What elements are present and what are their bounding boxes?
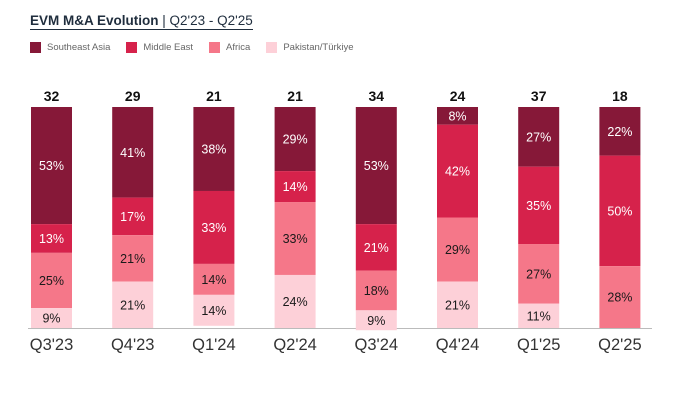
bar-total-label: 21 [287,88,303,104]
bar-segment-southeast-asia [193,107,235,191]
data-label-africa: 18% [364,284,389,298]
data-label-southeast-asia: 27% [526,130,551,144]
data-label-africa: 28% [607,291,632,305]
bar-segment-middle-east [193,190,235,264]
bar-segment-pakistan-t-rkiye [31,308,72,328]
data-label-southeast-asia: 8% [448,109,466,123]
data-label-southeast-asia: 53% [364,159,389,173]
data-label-pakistan-t-rkiye: 24% [283,295,308,309]
bar-segment-southeast-asia [355,107,397,225]
bar-segment-africa [112,235,154,282]
legend-swatch-southeast-asia [30,42,41,53]
legend-label-pakistan-turkiye: Pakistan/Türkiye [283,42,354,53]
data-label-middle-east: 13% [39,232,64,246]
legend-label-southeast-asia: Southeast Asia [47,42,111,53]
bar-segment-southeast-asia [274,107,316,172]
bar-segment-middle-east [31,224,72,253]
data-label-middle-east: 17% [120,210,145,224]
bar-segment-pakistan-t-rkiye [112,281,154,328]
data-label-africa: 29% [445,243,470,257]
bar-segment-middle-east [355,224,397,271]
data-label-middle-east: 21% [364,241,389,255]
data-label-southeast-asia: 29% [283,133,308,147]
data-label-southeast-asia: 22% [607,125,632,139]
bar-segment-southeast-asia [31,107,72,225]
bar-segment-southeast-asia [518,107,560,167]
x-tick-label: Q2'25 [598,336,642,354]
data-label-pakistan-t-rkiye: 9% [367,314,385,328]
chart-title: EVM M&A Evolution | Q2'23 - Q2'25 [30,13,253,30]
bar-segment-pakistan-t-rkiye [437,281,478,328]
chart-legend: Southeast Asia Middle East Africa Pakist… [30,42,354,53]
data-label-africa: 21% [120,252,145,266]
bar-total-label: 24 [450,88,466,104]
data-label-pakistan-t-rkiye: 21% [120,298,145,312]
data-label-pakistan-t-rkiye: 14% [201,304,226,318]
data-label-africa: 25% [39,274,64,288]
data-label-southeast-asia: 38% [201,142,226,156]
bar-segment-africa [518,244,560,304]
x-tick-label: Q3'24 [355,336,399,354]
legend-swatch-africa [209,42,221,53]
legend-label-middle-east: Middle East [143,42,194,53]
legend-item-southeast-asia: Southeast Asia [30,42,110,53]
bar-segment-pakistan-t-rkiye [355,310,397,331]
data-label-middle-east: 42% [445,165,470,179]
data-label-pakistan-t-rkiye: 11% [527,309,551,323]
bar-segment-middle-east [274,171,316,203]
data-label-pakistan-t-rkiye: 21% [445,298,470,312]
legend-item-middle-east: Middle East [126,42,193,53]
x-tick-label: Q4'24 [436,336,480,354]
chart-title-main: EVM M&A Evolution [30,13,159,28]
bar-segment-pakistan-t-rkiye [518,303,560,328]
x-tick-label: Q4'23 [111,336,155,354]
legend-swatch-middle-east [126,42,138,53]
bar-segment-southeast-asia [112,107,154,198]
data-label-pakistan-t-rkiye: 9% [42,312,60,326]
data-label-southeast-asia: 41% [120,146,145,160]
bar-segment-africa [599,266,641,328]
bar-segment-middle-east [112,197,154,236]
bar-segment-southeast-asia [599,107,641,156]
data-label-southeast-asia: 53% [39,159,64,173]
chart-title-subtitle: Q2'23 - Q2'25 [169,13,253,28]
x-tick-label: Q3'23 [30,336,74,354]
chart-title-separator: | [162,13,166,28]
data-label-middle-east: 35% [526,199,551,213]
data-label-middle-east: 14% [283,180,308,194]
bar-total-label: 18 [612,88,628,104]
legend-label-africa: Africa [226,42,251,53]
legend-item-pakistan-turkiye: Pakistan/Türkiye [266,42,354,53]
bar-segment-africa [355,270,397,311]
bar-segment-pakistan-t-rkiye [193,294,235,326]
bar-total-label: 37 [531,88,547,104]
data-label-africa: 33% [283,232,308,246]
legend-swatch-pakistan-turkiye [266,42,278,53]
data-label-africa: 14% [201,273,226,287]
bar-segment-africa [274,202,316,275]
bar-segment-africa [193,263,235,295]
bar-segment-africa [31,252,72,309]
bar-segment-middle-east [518,166,560,245]
x-tick-label: Q1'24 [192,336,236,354]
bar-segment-southeast-asia [437,107,478,125]
bar-total-label: 34 [369,88,385,104]
legend-item-africa: Africa [209,42,250,53]
bar-total-label: 21 [206,88,222,104]
bar-total-label: 29 [125,88,141,104]
bar-segment-middle-east [437,124,478,218]
bar-segment-middle-east [599,155,641,267]
data-label-africa: 27% [526,267,551,281]
x-tick-label: Q1'25 [517,336,561,354]
data-label-middle-east: 50% [607,204,632,218]
bar-total-label: 32 [44,88,60,104]
x-tick-label: Q2'24 [273,336,317,354]
data-label-middle-east: 33% [201,221,226,235]
bar-segment-africa [437,217,478,282]
bar-segment-pakistan-t-rkiye [274,274,316,328]
